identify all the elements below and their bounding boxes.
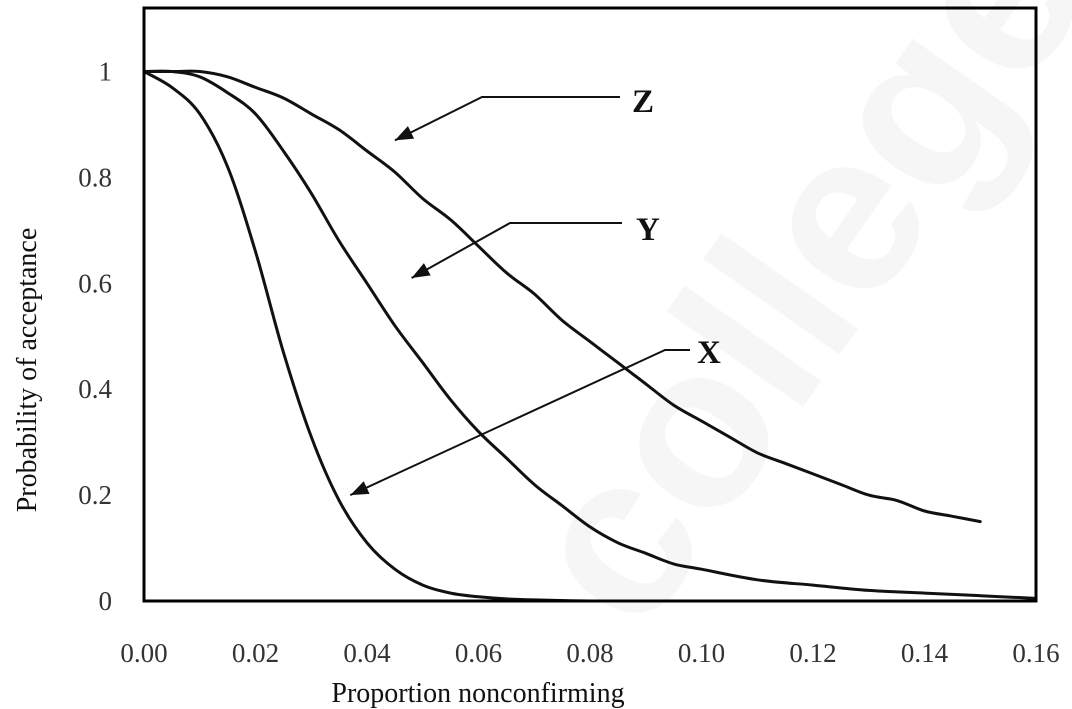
annotation-y: Y: [411, 212, 660, 279]
y-tick-label: 0.4: [78, 374, 112, 404]
x-tick-label: 0.08: [566, 638, 613, 668]
arrow-line: [394, 96, 620, 142]
arrow-head: [411, 263, 431, 278]
arrow-head: [394, 126, 415, 141]
watermark: college: [470, 0, 1072, 668]
series-z-line: [142, 69, 982, 524]
plot-frame: [142, 6, 1038, 603]
x-axis-title: Proportion nonconfirming: [331, 678, 624, 709]
y-tick-label: 0.8: [78, 162, 112, 192]
annotation-z: Z: [394, 84, 654, 142]
arrow-head: [350, 481, 370, 496]
y-axis-title: Probability of acceptance: [12, 228, 43, 513]
x-tick-label: 0.12: [789, 638, 836, 668]
tick-labels: 0.00 0.02 0.04 0.06 0.08 0.10 0.12 0.14 0.16 0 0.2…: [78, 57, 1059, 668]
x-tick-label: 0.00: [120, 638, 167, 668]
x-tick-label: 0.16: [1012, 638, 1059, 668]
y-tick-label: 0.2: [78, 480, 112, 510]
y-tick-label: 0: [99, 586, 113, 616]
series-y-line: [142, 69, 1038, 600]
y-tick-label: 1: [99, 57, 113, 87]
series-label-x: X: [697, 335, 721, 371]
annotation-x: X: [349, 335, 721, 497]
x-tick-label: 0.14: [901, 638, 949, 668]
arrow-line: [411, 222, 622, 279]
series-label-y: Y: [636, 212, 660, 248]
x-tick-label: 0.10: [678, 638, 725, 668]
y-tick-label: 0.6: [78, 268, 112, 298]
x-tick-label: 0.02: [232, 638, 279, 668]
arrow-line: [349, 349, 690, 497]
annotations-layer: Z Y X: [349, 84, 721, 497]
x-tick-label: 0.04: [343, 638, 391, 668]
series-label-z: Z: [632, 84, 654, 120]
x-tick-label: 0.06: [455, 638, 502, 668]
